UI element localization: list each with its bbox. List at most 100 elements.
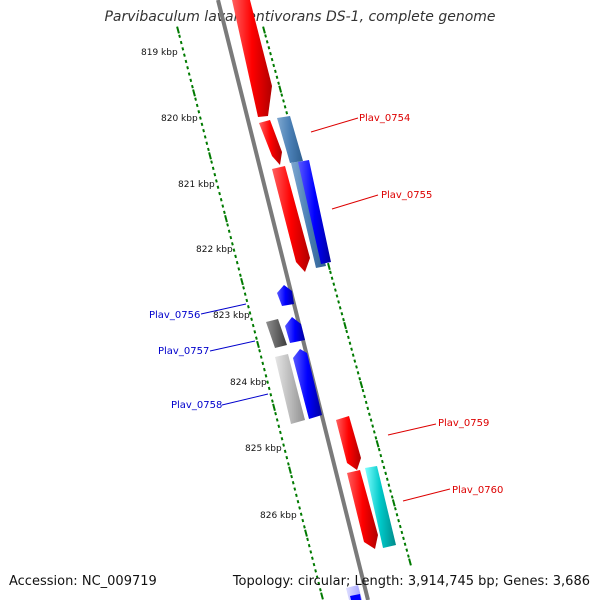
minor-tick-mark bbox=[382, 465, 386, 470]
gene-label-plav-0760[interactable]: Plav_0760 bbox=[452, 485, 503, 496]
gene-label-plav-0757[interactable]: Plav_0757 bbox=[158, 346, 209, 357]
major-tick-mark bbox=[288, 466, 292, 474]
tick-label: 819 kbp bbox=[141, 48, 178, 58]
minor-tick-mark bbox=[235, 260, 239, 265]
major-tick-mark bbox=[391, 499, 396, 507]
minor-tick-mark bbox=[261, 361, 265, 366]
minor-tick-mark bbox=[215, 179, 218, 183]
gene-arrow-plav-0754[interactable] bbox=[277, 116, 303, 163]
minor-tick-mark bbox=[350, 347, 353, 351]
minor-tick-mark bbox=[371, 424, 375, 428]
minor-tick-mark bbox=[248, 311, 252, 315]
minor-tick-mark bbox=[179, 40, 183, 45]
minor-tick-mark bbox=[384, 471, 388, 476]
gene-arrow[interactable] bbox=[232, 0, 272, 117]
gene-label-plav-0755[interactable]: Plav_0755 bbox=[381, 190, 432, 201]
minor-tick-mark bbox=[227, 229, 231, 233]
minor-tick-mark bbox=[369, 418, 373, 422]
minor-tick-mark bbox=[390, 495, 394, 499]
minor-tick-mark bbox=[216, 185, 220, 189]
minor-tick-mark bbox=[275, 418, 279, 422]
minor-tick-mark bbox=[329, 270, 332, 275]
major-tick-mark bbox=[208, 152, 212, 160]
gene-arrow-plav-0757[interactable] bbox=[266, 319, 287, 348]
minor-tick-mark bbox=[280, 437, 284, 441]
minor-tick-mark bbox=[332, 282, 336, 286]
gene-arrow-plav-0759[interactable] bbox=[336, 416, 361, 470]
gene-arrow[interactable] bbox=[365, 466, 396, 548]
minor-tick-mark bbox=[287, 462, 290, 466]
minor-tick-mark bbox=[358, 377, 362, 381]
minor-tick-mark bbox=[234, 254, 237, 259]
tick-label: 821 kbp bbox=[178, 180, 215, 190]
minor-tick-mark bbox=[363, 394, 366, 399]
minor-tick-mark bbox=[348, 341, 352, 345]
minor-tick-mark bbox=[306, 537, 309, 542]
minor-tick-mark bbox=[218, 191, 221, 196]
major-tick-mark bbox=[278, 85, 283, 93]
gene-arrow[interactable] bbox=[298, 160, 331, 264]
gene-arrow-plav-0760[interactable] bbox=[347, 470, 378, 549]
genome-stats: Topology: circular; Length: 3,914,745 bp… bbox=[233, 574, 590, 589]
length-label: Length: bbox=[354, 574, 404, 589]
minor-tick-mark bbox=[253, 330, 257, 334]
minor-tick-mark bbox=[178, 34, 181, 38]
callout-lines bbox=[200, 117, 451, 502]
minor-tick-mark bbox=[368, 412, 371, 416]
minor-tick-mark bbox=[191, 84, 194, 89]
minor-tick-mark bbox=[293, 487, 297, 491]
callout-line-plav-0758 bbox=[221, 393, 269, 406]
minor-tick-mark bbox=[395, 513, 399, 517]
minor-tick-mark bbox=[259, 355, 263, 359]
callout-line-plav-0754 bbox=[310, 117, 359, 133]
gene-arrow[interactable] bbox=[350, 594, 361, 600]
minor-tick-mark bbox=[186, 66, 189, 70]
minor-tick-mark bbox=[269, 51, 272, 56]
minor-tick-mark bbox=[282, 99, 285, 103]
tick-label: 820 kbp bbox=[161, 114, 198, 124]
gene-arrow[interactable] bbox=[272, 166, 310, 272]
gene-label-plav-0754[interactable]: Plav_0754 bbox=[359, 113, 410, 124]
minor-tick-mark bbox=[334, 288, 337, 292]
gene-arrow[interactable] bbox=[293, 349, 322, 419]
minor-tick-mark bbox=[295, 493, 298, 498]
minor-tick-mark bbox=[275, 75, 279, 79]
map-title: Parvibaculum lavamentivorans DS-1, compl… bbox=[104, 9, 496, 25]
minor-tick-mark bbox=[307, 543, 311, 548]
minor-tick-mark bbox=[184, 59, 188, 64]
gene-arrow[interactable] bbox=[259, 120, 282, 165]
gene-arrow-plav-0758[interactable] bbox=[275, 354, 305, 424]
major-tick-mark bbox=[375, 440, 380, 448]
minor-tick-mark bbox=[258, 349, 261, 353]
minor-tick-mark bbox=[277, 81, 280, 85]
minor-tick-mark bbox=[298, 506, 301, 510]
minor-tick-mark bbox=[285, 455, 289, 460]
gene-label-plav-0758[interactable]: Plav_0758 bbox=[171, 400, 222, 411]
gene-arrow-plav-0756[interactable] bbox=[277, 285, 294, 306]
callout-line-plav-0759 bbox=[387, 423, 437, 436]
minor-tick-mark bbox=[219, 198, 223, 202]
minor-tick-mark bbox=[285, 111, 289, 115]
topology-label: Topology: bbox=[232, 574, 294, 589]
minor-tick-mark bbox=[394, 507, 397, 511]
gene-label-plav-0759[interactable]: Plav_0759 bbox=[438, 418, 489, 429]
minor-tick-mark bbox=[342, 317, 345, 322]
major-tick-mark bbox=[224, 215, 228, 223]
minor-tick-mark bbox=[385, 477, 389, 481]
minor-tick-mark bbox=[296, 499, 300, 504]
tick-label: 825 kbp bbox=[245, 444, 282, 454]
minor-tick-mark bbox=[374, 436, 378, 440]
minor-tick-mark bbox=[207, 147, 210, 152]
minor-tick-mark bbox=[211, 166, 215, 171]
gene-label-plav-0756[interactable]: Plav_0756 bbox=[149, 310, 200, 321]
minor-tick-mark bbox=[202, 128, 205, 133]
minor-tick-mark bbox=[265, 40, 269, 44]
minor-tick-mark bbox=[255, 336, 258, 340]
tick-labels: 819 kbp 820 kbp 821 kbp 822 kbp 823 kbp … bbox=[141, 48, 297, 521]
gene-arrow[interactable] bbox=[285, 317, 305, 343]
minor-tick-mark bbox=[247, 305, 250, 309]
minor-tick-mark bbox=[243, 292, 247, 296]
minor-tick-mark bbox=[264, 34, 267, 38]
minor-tick-mark bbox=[197, 110, 201, 114]
